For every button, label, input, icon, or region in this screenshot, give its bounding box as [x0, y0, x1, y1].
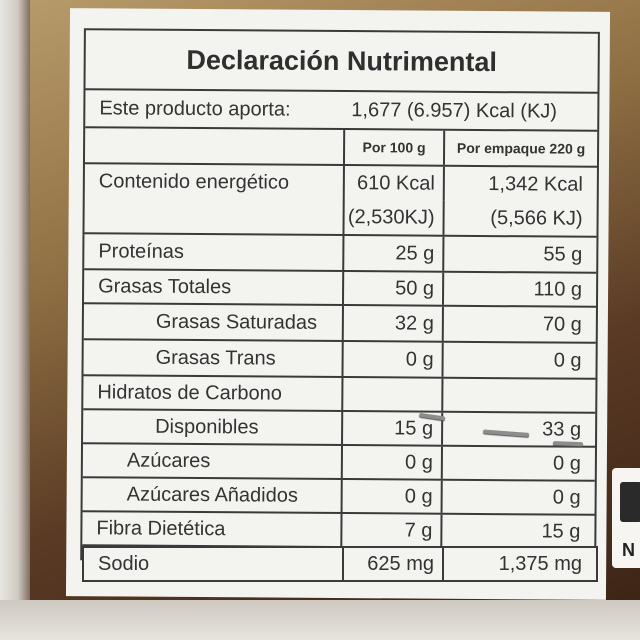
label-title: Declaración Nutrimental — [85, 30, 598, 94]
logo-mark-icon — [620, 482, 640, 522]
nutrient-name: Azúcares — [126, 449, 211, 472]
logo-letter: N — [622, 540, 635, 560]
value-100g: 50 g — [341, 272, 443, 305]
value-pack: 55 g — [442, 236, 597, 272]
nutrient-name: Grasas Totales — [98, 274, 232, 298]
table-row: Grasas Trans 0 g 0 g — [83, 340, 596, 380]
nutrient-name: Hidratos de Carbono — [97, 380, 283, 405]
col-header-pack: Por empaque 220 g — [442, 130, 598, 166]
col-header-100g: Por 100 g — [342, 130, 444, 165]
value-pack: 0 g — [440, 480, 595, 514]
value-100g: 25 g — [342, 236, 443, 271]
table-row: Disponibles 15 g 33 g — [83, 410, 596, 448]
background-bottom — [0, 600, 640, 640]
value-pack — [441, 378, 596, 412]
aporta-value: 1,677 (6.957) Kcal (KJ) — [351, 98, 558, 123]
value-pack: 1,342 Kcal — [442, 166, 597, 202]
nutrient-name: Grasas Saturadas — [155, 310, 318, 334]
value-100g: 0 g — [340, 446, 442, 479]
value-pack: 1,375 mg — [442, 548, 596, 580]
nutrient-name: Proteínas — [98, 239, 185, 263]
nutrient-name — [84, 198, 342, 234]
value-100g — [341, 378, 442, 411]
table-row: Azúcares Añadidos 0 g 0 g — [82, 478, 595, 516]
table-row: (2,530KJ) (5,566 KJ) — [84, 198, 597, 238]
table-row: Contenido energético 610 Kcal 1,342 Kcal — [85, 164, 597, 202]
nutrition-table: Declaración Nutrimental Este producto ap… — [80, 28, 600, 564]
value-pack: 15 g — [440, 514, 595, 548]
nutrition-label: Declaración Nutrimental Este producto ap… — [65, 8, 611, 600]
side-logo: N — [612, 468, 640, 568]
nutrient-name: Contenido energético — [98, 169, 290, 194]
value-100g: 32 g — [341, 306, 442, 341]
table-row: Fibra Dietética 7 g 15 g — [82, 512, 595, 550]
value-100g: 610 Kcal — [342, 166, 443, 201]
value-100g: 7 g — [340, 514, 441, 547]
aporta-row: Este producto aporta: 1,677 (6.957) Kcal… — [85, 90, 598, 132]
nutrient-name: Azúcares Añadidos — [126, 483, 298, 507]
nutrient-name: Disponibles — [155, 415, 259, 438]
value-pack: 0 g — [440, 446, 596, 480]
value-100g: (2,530KJ) — [342, 200, 443, 235]
nutrient-name: Sodio — [98, 552, 150, 575]
aporta-label: Este producto aporta: — [99, 96, 291, 121]
table-row: Grasas Saturadas 32 g 70 g — [83, 304, 596, 344]
value-pack: 110 g — [441, 272, 597, 306]
value-100g: 0 g — [340, 480, 441, 513]
table-row: Proteínas 25 g 55 g — [84, 234, 597, 274]
table-row: Azúcares 0 g 0 g — [82, 444, 596, 482]
value-pack: 0 g — [441, 342, 596, 378]
sodium-row: Sodio 625 mg 1,375 mg — [82, 546, 598, 582]
table-row: Hidratos de Carbono — [83, 376, 596, 414]
nutrient-name: Grasas Trans — [155, 346, 276, 370]
value-100g: 625 mg — [342, 548, 442, 580]
value-pack: 70 g — [441, 306, 596, 342]
value-100g: 0 g — [341, 342, 442, 377]
nutrient-name: Fibra Dietética — [96, 516, 226, 540]
table-row: Grasas Totales 50 g 110 g — [83, 270, 597, 308]
column-header-row: Por 100 g Por empaque 220 g — [84, 128, 598, 168]
value-pack: (5,566 KJ) — [442, 200, 597, 236]
